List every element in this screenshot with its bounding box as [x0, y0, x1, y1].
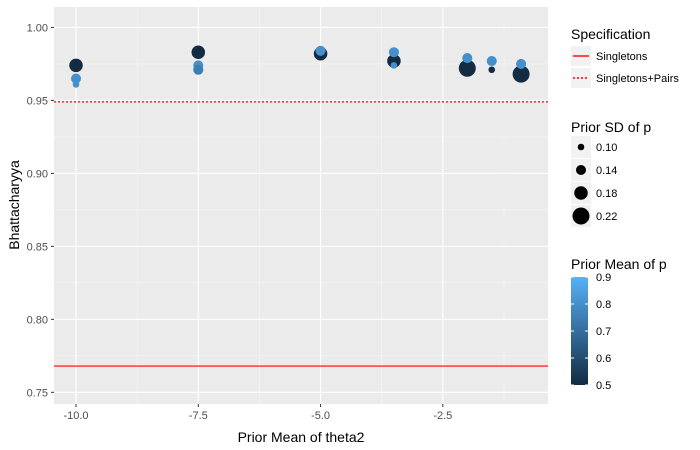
colorbar-tick-label: 0.9: [596, 272, 611, 284]
y-tick-label: 0.85: [27, 241, 48, 253]
legend-label-singletons-pairs: Singletons+Pairs: [596, 73, 679, 85]
legend-size-circle: [572, 207, 590, 225]
data-point: [458, 59, 476, 77]
x-axis-title: Prior Mean of theta2: [238, 429, 365, 445]
x-tick-label: -2.5: [433, 410, 452, 422]
colorbar-tick-label: 0.6: [596, 353, 611, 365]
y-axis-title: Bhattacharyya: [6, 160, 22, 250]
data-points: [69, 45, 530, 88]
data-point: [388, 47, 399, 58]
data-point: [193, 64, 204, 75]
reference-lines: [54, 101, 548, 367]
data-point: [69, 58, 83, 73]
legend-size-circle: [577, 143, 585, 151]
data-point: [486, 55, 497, 67]
y-tick-label: 0.90: [27, 168, 48, 180]
legend-size-circle: [574, 186, 588, 200]
major-gridlines: [54, 7, 548, 404]
colorbar: [571, 277, 588, 385]
legend-size-label: 0.10: [596, 142, 617, 154]
minor-gridlines: [54, 7, 548, 404]
legend-size-title: Prior SD of p: [571, 119, 651, 135]
legend-size-circle: [575, 164, 587, 176]
x-axis-ticks: -10.0 -7.5 -5.0 -2.5: [63, 404, 452, 422]
legend-color: Prior Mean of p 0.9 0.8 0.7 0.6 0.5: [571, 256, 667, 392]
colorbar-tick-label: 0.7: [596, 326, 611, 338]
colorbar-tick-label: 0.5: [596, 380, 611, 392]
legend-specification-title: Specification: [571, 26, 650, 42]
legend-color-title: Prior Mean of p: [571, 256, 667, 272]
y-axis-ticks: 0.75 0.80 0.85 0.90 0.95 1.00: [27, 22, 54, 399]
data-point: [462, 53, 473, 64]
legend-specification: Specification Singletons Singletons+Pair…: [571, 26, 679, 88]
x-tick-label: -5.0: [311, 410, 330, 422]
data-point: [315, 45, 326, 56]
data-point: [390, 62, 398, 69]
colorbar-tick-label: 0.8: [596, 299, 611, 311]
legend-size-label: 0.14: [596, 165, 617, 177]
data-point: [512, 65, 530, 83]
legend-size-label: 0.18: [596, 188, 617, 200]
x-tick-label: -7.5: [189, 410, 208, 422]
data-point: [387, 54, 401, 68]
legend-size: Prior SD of p 0.10 0.14 0.18 0.22: [571, 119, 651, 227]
y-tick-label: 0.80: [27, 314, 48, 326]
legend-size-label: 0.22: [596, 211, 617, 223]
data-point: [488, 66, 496, 74]
y-tick-label: 0.75: [27, 387, 48, 399]
data-point: [72, 81, 80, 88]
y-tick-label: 0.95: [27, 95, 48, 107]
data-point: [516, 58, 527, 69]
x-tick-label: -10.0: [63, 410, 88, 422]
data-point: [191, 45, 206, 60]
legend-label-singletons: Singletons: [596, 51, 648, 63]
y-tick-label: 1.00: [27, 22, 48, 34]
data-point: [70, 73, 82, 84]
